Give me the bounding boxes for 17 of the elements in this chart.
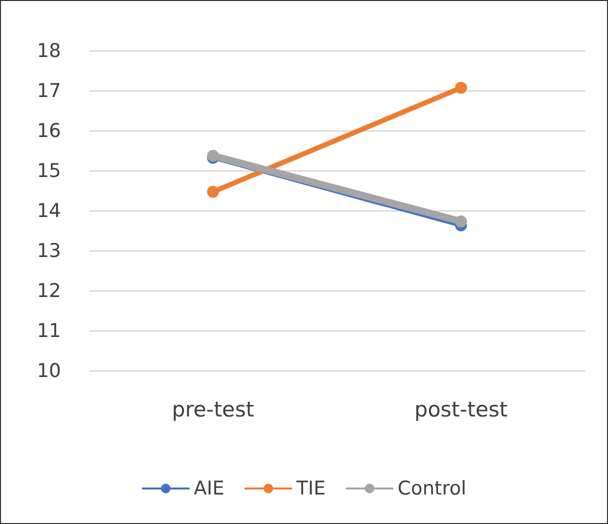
y-tick-label: 18 — [36, 40, 61, 62]
x-tick-label: pre-test — [172, 398, 254, 422]
legend-label: AIE — [194, 478, 224, 500]
point — [455, 215, 467, 228]
y-tick-label: 12 — [36, 280, 61, 302]
y-tick-label: 16 — [36, 120, 61, 142]
y-tick-label: 14 — [36, 200, 61, 222]
point — [455, 82, 467, 94]
y-tick-label: 15 — [36, 160, 61, 182]
legend-label: TIE — [295, 478, 326, 500]
y-tick-label: 17 — [36, 80, 61, 102]
point — [207, 186, 219, 198]
y-tick-label: 10 — [36, 360, 61, 382]
y-tick-label: 13 — [36, 240, 61, 262]
x-tick-label: post-test — [414, 398, 508, 422]
y-tick-label: 11 — [36, 320, 61, 342]
legend-label: Control — [398, 478, 466, 500]
